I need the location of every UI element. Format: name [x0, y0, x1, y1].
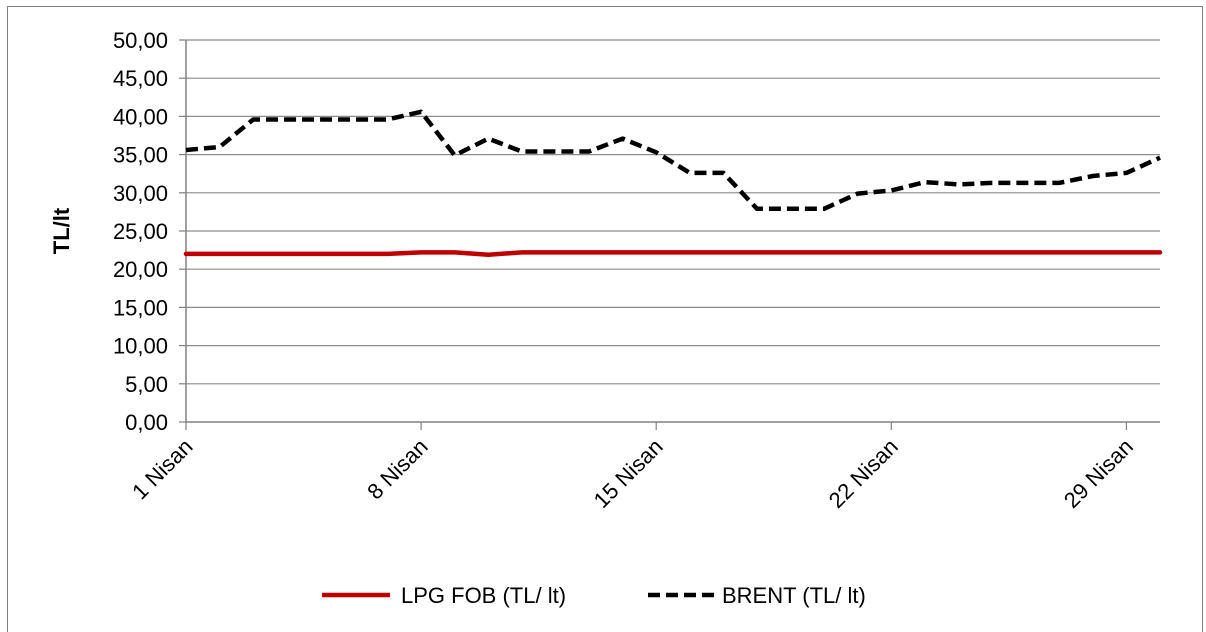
data-point — [486, 253, 490, 257]
legend-label: BRENT (TL/ lt) — [722, 583, 866, 608]
data-point — [688, 250, 692, 254]
data-point — [352, 252, 356, 256]
y-tick-label: 5,00 — [125, 372, 168, 397]
y-tick-label: 35,00 — [113, 143, 168, 168]
y-tick-label: 25,00 — [113, 219, 168, 244]
y-axis-title: TL/lt — [49, 207, 74, 254]
data-point — [251, 252, 255, 256]
chart-frame — [7, 6, 1203, 632]
data-point — [1057, 250, 1061, 254]
data-point — [553, 250, 557, 254]
data-point — [419, 110, 423, 114]
y-tick-label: 15,00 — [113, 295, 168, 320]
data-point — [184, 148, 188, 152]
data-point — [251, 117, 255, 121]
data-point — [721, 250, 725, 254]
data-point — [520, 150, 524, 154]
data-point — [184, 252, 188, 256]
y-tick-label: 45,00 — [113, 66, 168, 91]
data-point — [318, 117, 322, 121]
data-point — [1158, 250, 1162, 254]
data-point — [1091, 250, 1095, 254]
data-point — [923, 180, 927, 184]
data-point — [587, 150, 591, 154]
data-point — [386, 117, 390, 121]
data-point — [956, 250, 960, 254]
data-point — [789, 207, 793, 211]
data-point — [889, 189, 893, 193]
data-point — [419, 250, 423, 254]
data-point — [822, 207, 826, 211]
legend: LPG FOB (TL/ lt) BRENT (TL/ lt) — [322, 583, 866, 608]
data-point — [654, 150, 658, 154]
gridlines — [186, 39, 1160, 423]
data-point — [386, 252, 390, 256]
data-point — [453, 153, 457, 157]
data-point — [285, 117, 289, 121]
data-point — [822, 250, 826, 254]
axes: 0,00 5,00 10,00 15,00 20,00 25,00 30,00 35,00 40… — [49, 28, 1138, 513]
data-point — [755, 207, 759, 211]
x-tick-label: 8 Nisan — [362, 434, 432, 504]
data-point — [553, 150, 557, 154]
data-point — [486, 137, 490, 141]
data-point — [688, 171, 692, 175]
data-point — [1024, 250, 1028, 254]
y-tick-label: 50,00 — [113, 28, 168, 53]
data-point — [889, 250, 893, 254]
data-point — [621, 137, 625, 141]
data-point — [285, 252, 289, 256]
data-point — [956, 182, 960, 186]
data-point — [1024, 181, 1028, 185]
x-tick-label: 1 Nisan — [127, 434, 197, 504]
data-point — [923, 250, 927, 254]
data-point — [352, 117, 356, 121]
y-tick-label: 10,00 — [113, 334, 168, 359]
data-point — [856, 192, 860, 196]
legend-label: LPG FOB (TL/ lt) — [401, 583, 566, 608]
data-point — [789, 250, 793, 254]
y-tick-label: 30,00 — [113, 181, 168, 206]
x-tick-label: 29 Nisan — [1059, 434, 1138, 513]
data-point — [1057, 181, 1061, 185]
data-point — [1091, 174, 1095, 178]
data-point — [654, 250, 658, 254]
data-point — [587, 250, 591, 254]
data-point — [318, 252, 322, 256]
data-point — [721, 171, 725, 175]
data-point — [218, 145, 222, 149]
series-line-lpg-fob — [183, 250, 1163, 257]
data-point — [990, 181, 994, 185]
data-point — [218, 252, 222, 256]
data-point — [1124, 250, 1128, 254]
x-tick-label: 15 Nisan — [589, 434, 668, 513]
data-point — [1124, 171, 1128, 175]
data-point — [621, 250, 625, 254]
data-point — [990, 250, 994, 254]
y-tick-label: 20,00 — [113, 257, 168, 282]
data-point — [453, 250, 457, 254]
data-point — [520, 250, 524, 254]
data-point — [755, 250, 759, 254]
x-tick-label: 22 Nisan — [824, 434, 903, 513]
series-line-brent — [185, 109, 1161, 212]
series-lines — [183, 109, 1163, 257]
data-point — [1158, 156, 1162, 160]
y-tick-label: 40,00 — [113, 104, 168, 129]
y-tick-label: 0,00 — [125, 410, 168, 435]
data-point — [856, 250, 860, 254]
